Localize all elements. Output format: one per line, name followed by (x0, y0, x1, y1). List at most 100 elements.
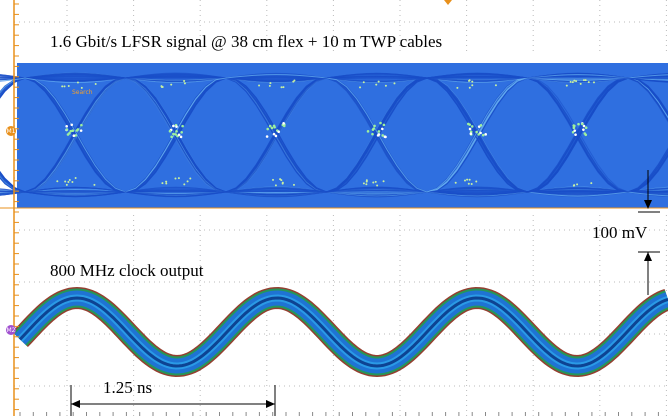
eye-dot (172, 132, 175, 136)
eye-title: 1.6 Gbit/s LFSR signal @ 38 cm flex + 10… (50, 32, 442, 51)
eye-dot (380, 127, 384, 131)
eye-dot (65, 124, 68, 128)
eye-dot (94, 82, 97, 85)
amplitude-label: 100 mV (592, 223, 648, 242)
eye-dot (56, 180, 59, 183)
eye-dot (574, 133, 577, 136)
clock-band (18, 296, 668, 368)
eye-dot (63, 85, 66, 88)
eye-dot (466, 178, 469, 181)
search-label: Search (72, 89, 93, 96)
eye-dot (180, 130, 183, 134)
eye-dot (272, 178, 275, 181)
eye-dot (467, 79, 470, 82)
eye-dot (377, 130, 381, 133)
eye-dot (268, 84, 271, 87)
eye-dot (587, 81, 590, 84)
eye-trace (0, 72, 668, 193)
eye-dot (80, 123, 83, 127)
eye-dot (383, 135, 387, 139)
eye-dot (65, 183, 68, 186)
eye-dot (371, 132, 374, 136)
eye-dot (265, 135, 269, 138)
eye-dot (381, 134, 385, 137)
ch2-marker (6, 325, 16, 335)
eye-dot (494, 84, 497, 87)
eye-dot (382, 123, 386, 127)
eye-dot (475, 180, 478, 183)
eye-dot (471, 80, 474, 83)
eye-dot (168, 129, 172, 133)
eye-dot (75, 129, 79, 132)
eye-dot (581, 122, 584, 126)
eye-dot (183, 80, 186, 83)
ch1-marker (6, 126, 16, 136)
eye-dot (582, 79, 585, 82)
eye-dot (366, 130, 370, 133)
eye-dot (362, 81, 365, 84)
eye-dot (468, 127, 472, 131)
ch2-label: M2 (7, 327, 16, 334)
eye-dot (582, 124, 586, 128)
eye-dot (577, 122, 580, 126)
eye-clip (17, 52, 668, 63)
eye-dot (71, 129, 75, 132)
eye-dot (165, 182, 168, 185)
eye-dot (575, 80, 578, 83)
eye-dot (179, 135, 183, 139)
eye-dot (479, 124, 483, 127)
eye-dot (72, 134, 76, 138)
eye-dot (70, 123, 74, 127)
eye-dot (277, 130, 280, 134)
eye-dot (372, 127, 376, 130)
eye-dot (475, 130, 478, 134)
eye-dot (282, 122, 285, 125)
eye-dot (183, 183, 186, 186)
eye-dot (576, 183, 579, 186)
eye-dot (481, 133, 485, 137)
eye-dot (379, 121, 382, 125)
clock-waveform (12, 286, 668, 378)
eye-dot (170, 83, 173, 86)
eye-diagram (0, 52, 668, 213)
eye-dot (571, 130, 575, 134)
eye-dot (454, 181, 457, 184)
eye-dot (469, 132, 473, 135)
eye-dot (177, 133, 181, 137)
eye-dot (170, 135, 173, 139)
arrowhead (71, 400, 80, 408)
eye-dot (274, 184, 277, 187)
eye-dot (359, 86, 362, 89)
eye-dot (377, 133, 381, 136)
arrowhead (644, 200, 652, 209)
eye-dot (592, 81, 595, 84)
eye-dot (175, 125, 178, 129)
clock-title: 800 MHz clock output (50, 261, 204, 280)
eye-dot (80, 86, 83, 89)
eye-dot (484, 133, 487, 136)
eye-dot (68, 179, 71, 182)
eye-dot (468, 178, 471, 181)
eye-dot (468, 86, 471, 89)
eye-dot (573, 79, 576, 82)
eye-dot (471, 84, 474, 87)
eye-dot (584, 133, 588, 137)
eye-dot (161, 182, 164, 185)
eye-dot (183, 82, 186, 85)
eye-dot (270, 126, 274, 130)
eye-dot (172, 124, 175, 128)
eye-dot (469, 130, 473, 134)
eye-dot (456, 86, 459, 89)
eye-dot (69, 129, 73, 133)
eye-dot (280, 179, 283, 182)
eye-dot (573, 129, 577, 132)
eye-dot (376, 184, 379, 187)
eye-dot (582, 128, 585, 131)
period-label: 1.25 ns (103, 378, 152, 397)
eye-dot (373, 124, 376, 128)
eye-dot (282, 86, 285, 89)
eye-dot (374, 180, 377, 183)
ch1-label: M1 (7, 128, 16, 135)
eye-dot (377, 80, 380, 83)
